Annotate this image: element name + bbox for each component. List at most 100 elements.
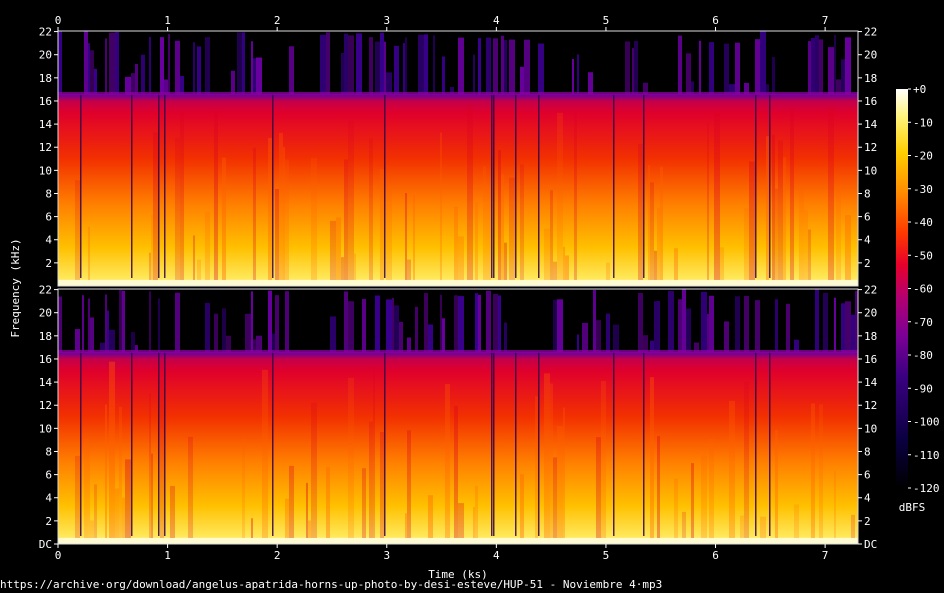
spectral-texture	[105, 404, 107, 544]
high-frequency-streak	[375, 295, 380, 353]
high-frequency-streak	[520, 66, 524, 95]
high-frequency-streak	[772, 57, 775, 95]
y-tick-label: 10	[864, 422, 877, 435]
spectral-texture	[654, 250, 657, 286]
spectral-texture	[413, 194, 415, 286]
high-frequency-streak	[369, 37, 373, 95]
high-frequency-streak	[475, 293, 478, 353]
high-frequency-streak	[836, 79, 841, 95]
high-frequency-streak	[442, 56, 445, 95]
spectral-texture	[275, 189, 279, 286]
spectral-texture	[760, 516, 766, 544]
spectral-texture	[348, 377, 354, 544]
spectral-texture	[405, 193, 407, 286]
spectral-texture	[373, 366, 375, 544]
spectral-texture	[440, 132, 442, 286]
high-frequency-streak	[237, 32, 242, 95]
high-frequency-streak	[330, 316, 336, 353]
spectral-texture	[180, 111, 184, 286]
cutoff-edge	[58, 350, 858, 354]
y-tick-label: 2	[45, 515, 52, 528]
x-tick-label: 7	[822, 549, 829, 562]
x-tick-label: 6	[712, 549, 719, 562]
plot-frame	[57, 288, 859, 545]
high-frequency-streak	[122, 290, 125, 353]
high-frequency-streak	[841, 59, 845, 95]
high-frequency-streak	[493, 38, 498, 95]
high-frequency-streak	[724, 43, 729, 95]
silence-gap	[643, 352, 645, 536]
x-tick-label: 0	[55, 14, 62, 27]
spectral-texture	[151, 215, 153, 286]
silence-gap	[515, 352, 517, 536]
high-frequency-streak	[458, 37, 464, 95]
spectral-texture	[330, 220, 336, 286]
y-tick-label: 12	[864, 141, 877, 154]
high-frequency-streak	[197, 46, 201, 95]
spectral-texture	[660, 166, 663, 286]
high-frequency-streak	[454, 295, 458, 353]
spectral-texture	[268, 137, 272, 286]
y-tick-label: 18	[864, 330, 877, 343]
y-tick-label: 8	[45, 445, 52, 458]
high-frequency-streak	[486, 37, 491, 95]
spectral-texture	[170, 485, 175, 544]
y-tick-label: DC	[39, 538, 52, 551]
high-frequency-streak	[205, 302, 210, 353]
high-frequency-streak	[582, 322, 588, 353]
silence-gap	[493, 94, 495, 278]
spectral-texture	[772, 134, 775, 286]
high-frequency-streak	[256, 57, 262, 95]
high-frequency-streak	[596, 320, 601, 353]
y-tick-label: 8	[864, 187, 871, 200]
colorbar-tick-label: -10	[913, 116, 933, 129]
y-tick-label: 4	[864, 234, 871, 247]
spectral-texture	[285, 159, 289, 286]
silence-gap	[80, 94, 82, 278]
colorbar-tick-label: -100	[913, 416, 940, 429]
y-tick-label: 8	[45, 187, 52, 200]
spectral-texture	[811, 403, 815, 544]
spectral-texture	[501, 174, 504, 286]
high-frequency-streak	[356, 33, 362, 95]
silence-gap	[158, 94, 160, 278]
source-url: https://archive·org/download/angelus-apa…	[0, 578, 663, 591]
channel-1-spectrogram	[58, 31, 858, 287]
high-frequency-streak	[841, 303, 845, 353]
spectral-texture	[475, 485, 478, 544]
spectral-texture	[88, 226, 90, 286]
spectral-texture	[486, 183, 491, 286]
high-frequency-streak	[403, 43, 405, 95]
y-tick-label: DC	[864, 538, 877, 551]
spectral-texture	[454, 206, 458, 286]
high-frequency-streak	[650, 340, 654, 353]
silence-gap	[491, 94, 493, 278]
high-frequency-streak	[88, 298, 90, 353]
spectral-texture	[311, 157, 317, 286]
high-frequency-streak	[855, 291, 858, 353]
y-tick-label: 16	[39, 95, 52, 108]
silence-gap	[131, 352, 133, 536]
high-frequency-streak	[392, 297, 394, 353]
spectral-texture	[749, 161, 755, 286]
x-tick-label: 7	[822, 14, 829, 27]
y-tick-label: 12	[39, 399, 52, 412]
high-frequency-streak	[478, 38, 481, 95]
high-frequency-streak	[272, 333, 275, 353]
high-frequency-streak	[498, 295, 501, 353]
colorbar-tick-label: -60	[913, 283, 933, 296]
spectral-texture	[348, 120, 354, 286]
high-frequency-streak	[149, 291, 151, 353]
spectral-texture	[285, 498, 289, 544]
high-frequency-streak	[135, 345, 138, 353]
x-tick-label: 2	[274, 549, 281, 562]
spectral-texture	[311, 402, 317, 544]
spectral-texture	[509, 177, 515, 286]
high-frequency-streak	[131, 73, 135, 95]
high-frequency-streak	[109, 32, 115, 95]
colorbar-tick-label: -110	[913, 449, 940, 462]
high-frequency-streak	[701, 291, 707, 353]
y-tick-label: 16	[864, 95, 877, 108]
silence-gap	[493, 352, 495, 536]
x-tick-label: 6	[712, 14, 719, 27]
